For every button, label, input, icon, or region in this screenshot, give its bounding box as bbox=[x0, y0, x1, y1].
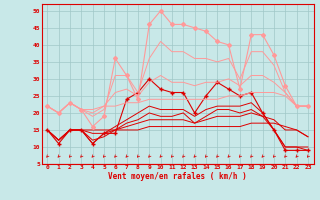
X-axis label: Vent moyen/en rafales ( km/h ): Vent moyen/en rafales ( km/h ) bbox=[108, 172, 247, 181]
